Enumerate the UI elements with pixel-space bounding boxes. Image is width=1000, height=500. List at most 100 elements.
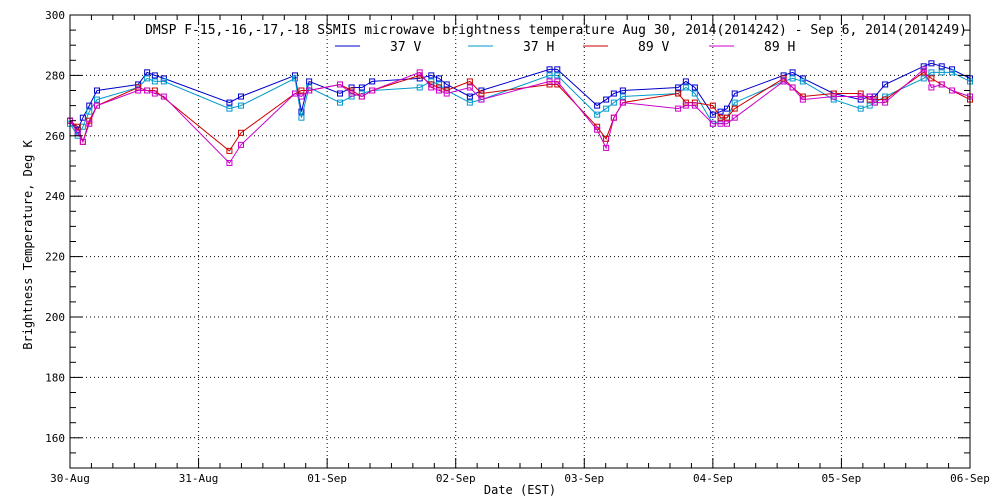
data-point <box>478 96 485 103</box>
data-point <box>594 126 601 133</box>
data-point <box>436 81 442 88</box>
data-point <box>79 138 86 145</box>
data-point <box>928 84 935 91</box>
data-point <box>949 66 955 73</box>
data-point <box>717 108 724 115</box>
legend-label: 37 V <box>390 40 421 55</box>
data-point <box>928 69 935 76</box>
data-point <box>298 114 305 121</box>
y-axis-label: Brightness Temperature, Deg K <box>21 139 35 349</box>
data-point <box>675 105 682 112</box>
data-point <box>466 93 473 100</box>
data-point <box>135 84 142 91</box>
x-axis-label: Date (EST) <box>484 483 556 497</box>
data-point <box>682 99 689 106</box>
data-point <box>298 93 305 100</box>
data-point <box>226 105 233 112</box>
y-tick-label: 220 <box>45 251 65 264</box>
data-point <box>675 90 682 97</box>
data-point <box>358 93 365 100</box>
data-point <box>610 99 617 106</box>
data-point <box>724 120 730 127</box>
data-point <box>882 81 889 88</box>
data-point <box>554 66 561 73</box>
x-tick-label: 02-Sep <box>436 472 476 485</box>
data-point <box>306 87 313 94</box>
data-point <box>857 93 864 100</box>
data-point <box>603 96 610 103</box>
data-point <box>160 78 167 85</box>
data-point <box>799 96 806 103</box>
x-tick-label: 04-Sep <box>693 472 733 485</box>
data-point <box>298 108 305 115</box>
data-point <box>144 87 151 94</box>
data-point <box>298 87 305 94</box>
data-point <box>546 81 553 88</box>
y-tick-label: 160 <box>45 432 65 445</box>
data-point <box>691 102 698 109</box>
data-point <box>144 69 151 76</box>
data-point <box>830 96 837 103</box>
data-point <box>74 129 81 136</box>
data-point <box>603 105 610 112</box>
data-point <box>292 90 298 97</box>
data-point <box>938 81 945 88</box>
y-tick-label: 240 <box>45 190 65 203</box>
data-point <box>94 87 100 94</box>
data-point <box>436 75 442 82</box>
data-point <box>619 87 626 94</box>
data-point <box>949 69 955 76</box>
data-point <box>79 114 86 121</box>
data-point <box>144 75 151 82</box>
data-point <box>337 90 343 97</box>
y-tick-label: 300 <box>45 9 65 22</box>
data-point <box>709 102 716 109</box>
data-point <box>436 87 442 94</box>
legend-label: 89 H <box>764 40 795 55</box>
data-point <box>920 66 927 73</box>
data-point <box>238 93 244 100</box>
data-point <box>466 78 473 85</box>
data-point <box>86 120 93 127</box>
x-tick-label: 01-Sep <box>307 472 347 485</box>
series-line <box>69 62 971 131</box>
data-point <box>871 99 878 106</box>
data-point <box>94 102 100 109</box>
data-point <box>682 78 689 85</box>
data-point <box>691 90 698 97</box>
data-point <box>151 78 158 85</box>
data-point <box>789 69 796 76</box>
data-point <box>731 105 738 112</box>
legend-label: 89 V <box>638 40 669 55</box>
data-point <box>691 99 698 106</box>
data-point <box>709 111 716 118</box>
chart-title: DMSP F-15,-16,-17,-18 SSMIS microwave br… <box>145 23 967 38</box>
axis-ticks: 160 180 200 220 240 260 280 300 30-Aug 31-Aug 01-S… <box>45 9 990 485</box>
data-point <box>938 63 945 70</box>
x-tick-label: 03-Sep <box>564 472 604 485</box>
x-tick-label: 06-Sep <box>950 472 990 485</box>
data-point <box>74 123 81 130</box>
data-point <box>731 99 738 106</box>
data-point <box>731 114 738 121</box>
data-point <box>151 90 158 97</box>
data-point <box>428 72 435 79</box>
data-point <box>709 120 716 127</box>
data-point <box>691 84 698 91</box>
x-tick-label: 31-Aug <box>179 472 219 485</box>
data-point <box>151 72 158 79</box>
data-point <box>358 84 365 91</box>
data-point <box>306 78 313 85</box>
data-point <box>610 90 617 97</box>
data-point <box>789 84 796 91</box>
y-tick-label: 260 <box>45 130 65 143</box>
data-point <box>554 72 561 79</box>
data-point <box>238 129 244 136</box>
data-point <box>928 75 935 82</box>
data-point <box>226 159 233 166</box>
data-point <box>949 87 955 94</box>
data-point <box>443 90 450 97</box>
data-point <box>160 93 167 100</box>
series-line <box>69 68 971 164</box>
data-point <box>731 90 738 97</box>
